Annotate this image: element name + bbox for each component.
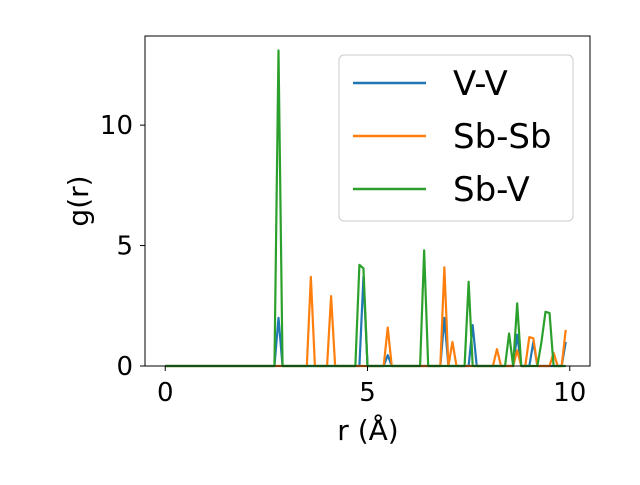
y-tick-label: 0 <box>116 352 133 382</box>
x-tick-label: 5 <box>359 378 376 408</box>
x-tick-label: 0 <box>157 378 174 408</box>
y-tick-label: 10 <box>100 111 133 141</box>
y-axis-ticks: 0 5 10 <box>100 111 145 382</box>
x-axis-ticks: 0 5 10 <box>157 366 586 408</box>
legend-frame <box>338 54 574 222</box>
x-axis-label: r (Å) <box>337 413 398 447</box>
x-tick-label: 10 <box>553 378 586 408</box>
y-axis-label: g(r) <box>62 175 95 226</box>
legend: V-V Sb-Sb Sb-V <box>338 54 574 222</box>
legend-label-sb-v: Sb-V <box>453 170 530 210</box>
y-tick-label: 5 <box>116 232 133 262</box>
legend-label-sb-sb: Sb-Sb <box>453 117 552 157</box>
legend-label-v-v: V-V <box>453 64 508 104</box>
